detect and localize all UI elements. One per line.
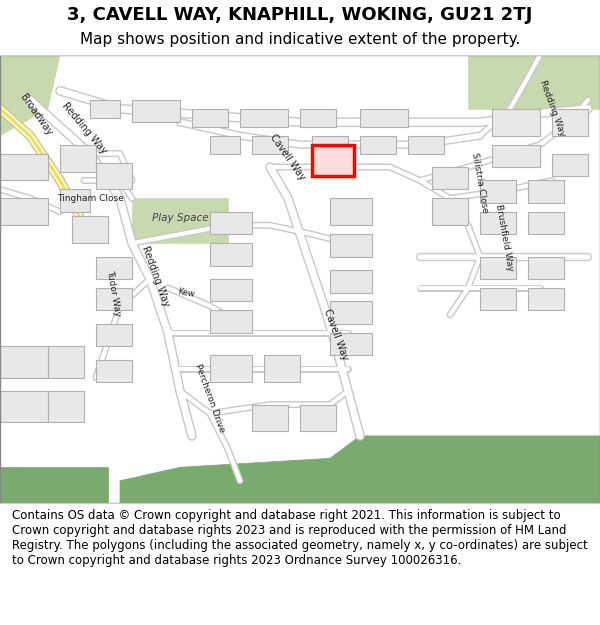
Polygon shape <box>528 181 564 203</box>
Text: Redding Way: Redding Way <box>59 101 109 156</box>
Polygon shape <box>264 355 300 382</box>
Polygon shape <box>408 136 444 154</box>
Polygon shape <box>360 109 408 127</box>
Polygon shape <box>360 136 396 154</box>
Text: Broadway: Broadway <box>18 92 54 138</box>
Polygon shape <box>210 212 252 234</box>
Polygon shape <box>48 391 84 422</box>
Polygon shape <box>330 198 372 225</box>
Polygon shape <box>210 311 252 333</box>
Text: 3, CAVELL WAY, KNAPHILL, WOKING, GU21 2TJ: 3, CAVELL WAY, KNAPHILL, WOKING, GU21 2T… <box>67 6 533 24</box>
Polygon shape <box>552 109 588 136</box>
Polygon shape <box>0 55 60 136</box>
Text: Cavell Way: Cavell Way <box>322 308 350 362</box>
Polygon shape <box>330 270 372 292</box>
Text: Contains OS data © Crown copyright and database right 2021. This information is : Contains OS data © Crown copyright and d… <box>12 509 588 568</box>
Polygon shape <box>210 243 252 266</box>
Text: Tingham Close: Tingham Close <box>56 194 124 203</box>
Polygon shape <box>300 404 336 431</box>
Text: Cavell Way: Cavell Way <box>268 132 308 182</box>
Text: Percheron Drive: Percheron Drive <box>193 362 227 433</box>
Polygon shape <box>528 212 564 234</box>
Polygon shape <box>330 234 372 257</box>
Polygon shape <box>468 55 600 109</box>
Polygon shape <box>552 154 588 176</box>
Polygon shape <box>48 346 84 378</box>
Polygon shape <box>528 288 564 311</box>
Polygon shape <box>432 198 468 225</box>
Text: Play Space: Play Space <box>152 213 208 222</box>
Text: Redding Way: Redding Way <box>538 79 566 138</box>
Polygon shape <box>0 468 108 503</box>
Polygon shape <box>252 136 288 154</box>
Polygon shape <box>210 355 252 382</box>
Polygon shape <box>480 288 516 311</box>
Polygon shape <box>60 189 90 212</box>
Polygon shape <box>480 212 516 234</box>
Polygon shape <box>312 144 354 176</box>
Polygon shape <box>0 154 48 181</box>
Polygon shape <box>492 109 540 136</box>
Polygon shape <box>480 257 516 279</box>
Polygon shape <box>330 301 372 324</box>
Polygon shape <box>120 436 600 503</box>
Polygon shape <box>132 100 180 122</box>
Polygon shape <box>132 198 228 243</box>
Polygon shape <box>96 360 132 382</box>
Polygon shape <box>432 167 468 189</box>
Polygon shape <box>492 144 540 167</box>
Text: Tudor Way: Tudor Way <box>106 269 122 317</box>
Polygon shape <box>240 109 288 127</box>
Polygon shape <box>312 136 348 154</box>
Text: Silistria Close: Silistria Close <box>470 152 490 214</box>
Polygon shape <box>72 216 108 243</box>
Text: Brushfield Way: Brushfield Way <box>494 204 514 272</box>
Polygon shape <box>90 100 120 118</box>
Polygon shape <box>96 324 132 346</box>
Polygon shape <box>0 346 48 378</box>
Polygon shape <box>192 109 228 127</box>
Polygon shape <box>210 136 240 154</box>
Polygon shape <box>528 257 564 279</box>
Polygon shape <box>60 144 96 171</box>
Polygon shape <box>210 279 252 301</box>
Polygon shape <box>96 162 132 189</box>
Text: Map shows position and indicative extent of the property.: Map shows position and indicative extent… <box>80 32 520 47</box>
Polygon shape <box>300 109 336 127</box>
Polygon shape <box>96 257 132 279</box>
Text: Kew: Kew <box>177 287 195 299</box>
Polygon shape <box>330 333 372 355</box>
Polygon shape <box>252 404 288 431</box>
Polygon shape <box>96 288 132 311</box>
Text: Redding Way: Redding Way <box>140 244 172 308</box>
Polygon shape <box>0 198 48 225</box>
Polygon shape <box>0 391 48 422</box>
Polygon shape <box>480 181 516 203</box>
